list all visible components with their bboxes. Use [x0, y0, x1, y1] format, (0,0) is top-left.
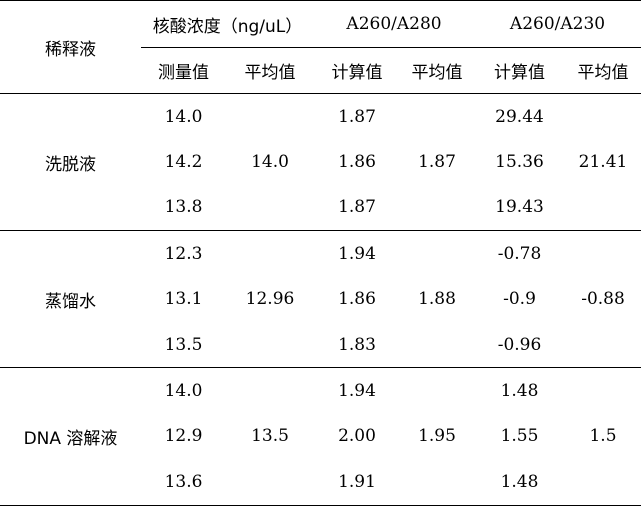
header-average-280: 平均值	[400, 47, 475, 94]
r280-average: 1.88	[400, 230, 475, 368]
group-name: 蒸馏水	[0, 230, 141, 368]
r280-value: 1.94	[314, 367, 401, 414]
conc-value: 14.0	[141, 93, 226, 140]
r280-average: 1.95	[400, 367, 475, 506]
conc-value: 14.2	[164, 152, 203, 173]
group-name: DNA 溶解液	[0, 367, 141, 506]
r230-value: 1.48	[474, 459, 566, 506]
conc-value: 13.5	[164, 334, 203, 355]
r230-value: 15.36	[495, 152, 544, 173]
conc-average: 14.0	[226, 92, 315, 231]
header-calculated-280: 计算值	[314, 47, 401, 94]
conc-average: 13.5	[226, 367, 315, 506]
r280-value: 1.86	[338, 152, 376, 173]
conc-value: 13.1	[164, 289, 203, 310]
header-measured: 测量值	[141, 47, 226, 94]
header-average-conc: 平均值	[226, 47, 315, 94]
r280-value: 2.00	[338, 426, 376, 447]
r230-value: 29.44	[474, 93, 566, 140]
conc-value: 14.0	[141, 367, 226, 414]
header-dilution: 稀释液	[0, 0, 141, 94]
header-concentration: 核酸浓度（ng/uL）	[141, 0, 315, 48]
header-a260-a280: A260/A280	[314, 0, 475, 48]
r280-value: 1.87	[338, 197, 376, 218]
header-average-230: 平均值	[565, 47, 641, 94]
r230-value: 19.43	[495, 197, 544, 218]
r230-value: -0.78	[474, 230, 566, 277]
r280-value: 1.94	[314, 230, 401, 277]
header-calculated-230: 计算值	[474, 47, 566, 94]
r230-average: 1.5	[565, 367, 641, 506]
r280-value: 1.83	[338, 334, 376, 355]
group-name: 洗脱液	[0, 92, 141, 231]
r280-value: 1.91	[314, 459, 401, 506]
r230-average: -0.88	[565, 230, 641, 368]
r280-value: 1.87	[314, 93, 401, 140]
r230-value: 1.55	[500, 426, 539, 447]
r230-average: 21.41	[565, 92, 641, 231]
conc-value: 13.8	[164, 197, 203, 218]
r280-value: 1.86	[338, 289, 376, 310]
header-a260-a230: A260/A230	[474, 0, 641, 48]
conc-value: 12.9	[164, 426, 203, 447]
conc-average: 12.96	[226, 230, 315, 368]
r230-value: 1.48	[474, 367, 566, 414]
conc-value: 12.3	[141, 230, 226, 277]
r230-value: -0.9	[503, 289, 536, 310]
r230-value: -0.96	[497, 334, 542, 355]
r280-average: 1.87	[400, 92, 475, 231]
conc-value: 13.6	[141, 459, 226, 506]
